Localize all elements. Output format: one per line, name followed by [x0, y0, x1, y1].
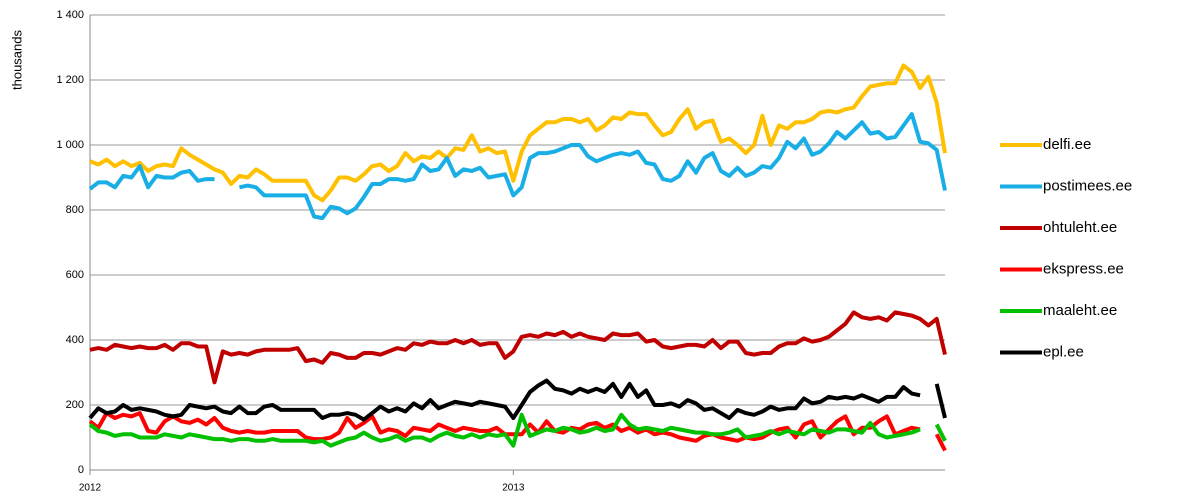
legend-label: postimees.ee: [1043, 177, 1132, 194]
legend-label: epl.ee: [1043, 343, 1084, 360]
y-axis-label: thousands: [9, 30, 24, 90]
legend-label: ohtuleht.ee: [1043, 219, 1117, 236]
y-tick-label: 0: [78, 464, 84, 476]
series-line: [88, 378, 947, 422]
x-tick-label: 2012: [79, 483, 102, 492]
series-line: [88, 412, 947, 448]
y-tick-label: 1 000: [56, 139, 84, 151]
series-line: [89, 63, 947, 203]
y-tick-label: 800: [66, 204, 84, 216]
y-tick-label: 400: [66, 334, 84, 346]
y-tick-label: 200: [66, 399, 84, 411]
series-line: [89, 310, 947, 385]
series-line: [88, 112, 947, 221]
legend-label: delfi.ee: [1043, 136, 1091, 153]
y-tick-label: 600: [66, 269, 84, 281]
legend-label: ekspress.ee: [1043, 260, 1124, 277]
legend-label: maaleht.ee: [1043, 302, 1117, 319]
y-tick-label: 1 400: [56, 9, 84, 21]
y-tick-label: 1 200: [56, 74, 84, 86]
x-tick-label: 2013: [502, 483, 525, 492]
